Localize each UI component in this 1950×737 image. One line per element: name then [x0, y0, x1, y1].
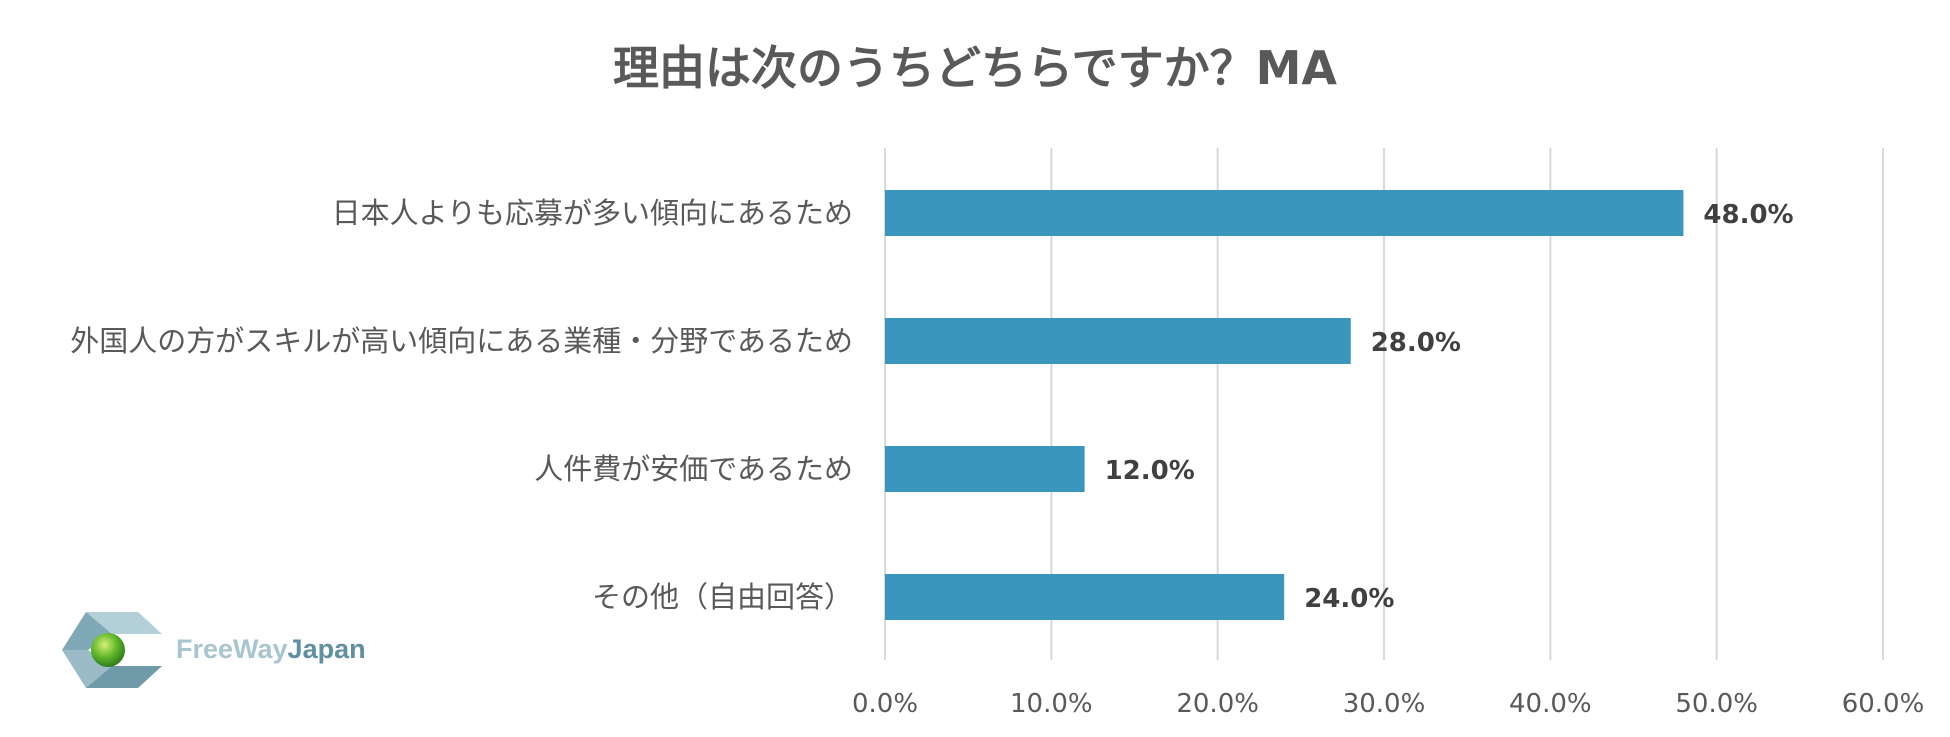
- data-label: 48.0%: [1703, 200, 1793, 230]
- data-label: 12.0%: [1105, 456, 1195, 486]
- bar: [885, 190, 1684, 236]
- bar: [885, 574, 1285, 620]
- category-label: その他（自由回答）: [592, 580, 853, 614]
- bars: [885, 190, 1684, 620]
- category-label: 人件費が安価であるため: [534, 452, 853, 486]
- x-tick-label: 60.0%: [1842, 689, 1925, 719]
- bar: [885, 446, 1085, 492]
- logo-part1: FreeWay: [176, 634, 288, 664]
- x-tick-label: 30.0%: [1343, 689, 1426, 719]
- x-tick-label: 0.0%: [852, 689, 918, 719]
- x-tick-label: 50.0%: [1675, 689, 1758, 719]
- category-label: 外国人の方がスキルが高い傾向にある業種・分野であるため: [70, 324, 853, 358]
- data-label: 24.0%: [1304, 584, 1394, 614]
- x-tick-label: 20.0%: [1176, 689, 1259, 719]
- data-label: 28.0%: [1371, 328, 1461, 358]
- freewayjapan-logo-icon: [58, 610, 168, 690]
- x-tick-label: 10.0%: [1010, 689, 1093, 719]
- chart-title: 理由は次のうちどちらですか？MA: [613, 41, 1337, 95]
- data-labels: 48.0% 28.0% 12.0% 24.0%: [1105, 200, 1794, 614]
- x-tick-label: 40.0%: [1509, 689, 1592, 719]
- category-labels: 日本人よりも応募が多い傾向にあるため外国人の方がスキルが高い傾向にある業種・分野…: [70, 196, 853, 614]
- category-label: 日本人よりも応募が多い傾向にあるため: [332, 196, 853, 230]
- logo-part2: Japan: [287, 634, 366, 664]
- logo-wordmark: FreeWayJapan: [176, 634, 366, 665]
- bar: [885, 318, 1351, 364]
- x-tick-labels: 0.0% 10.0% 20.0% 30.0% 40.0% 50.0% 60.0%: [852, 689, 1924, 719]
